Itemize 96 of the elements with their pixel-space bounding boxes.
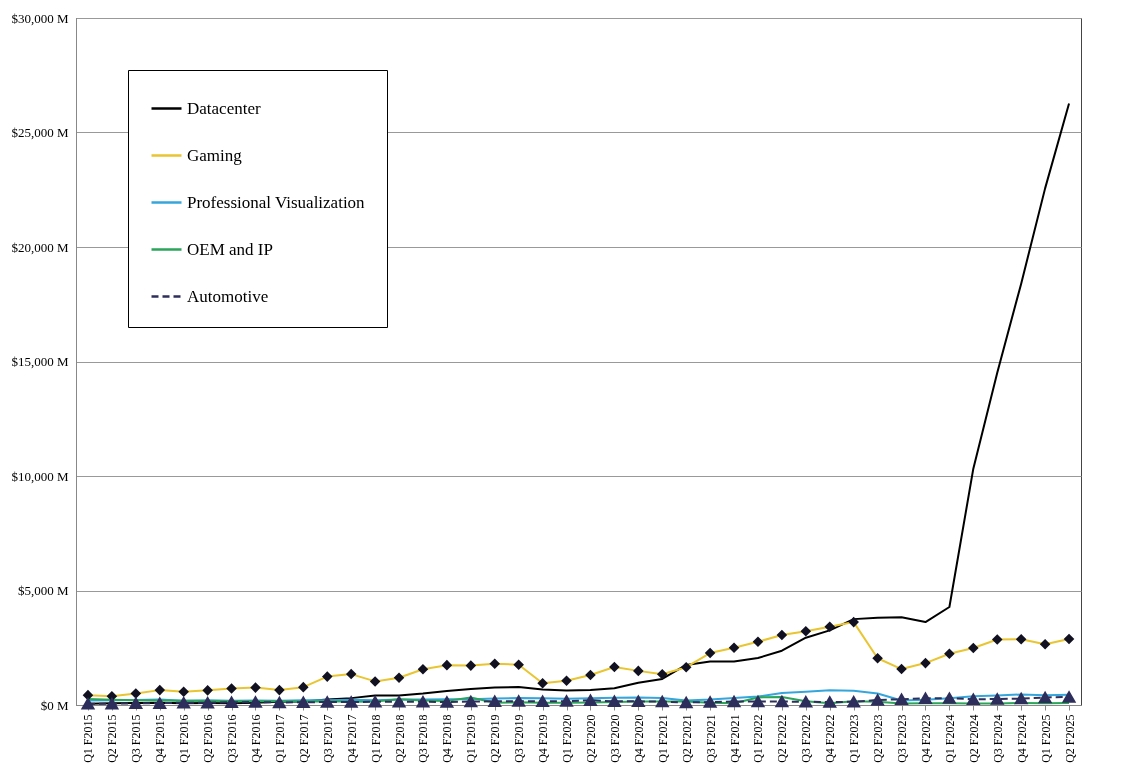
x-tick-label: Q4 F2018 xyxy=(440,714,455,763)
y-tick-label: $0 M xyxy=(40,697,69,713)
point xyxy=(1014,692,1028,705)
point xyxy=(583,694,597,706)
x-tick-label: Q4 F2022 xyxy=(823,714,838,763)
x-tick-label: Q2 F2015 xyxy=(105,714,120,763)
point xyxy=(177,696,191,709)
x-tick-label: Q1 F2015 xyxy=(81,714,96,763)
legend-label: Datacenter xyxy=(187,98,261,118)
x-tick-label: Q4 F2017 xyxy=(344,714,359,763)
point xyxy=(799,696,813,708)
point xyxy=(105,698,119,710)
y-tick-label: $5,000 M xyxy=(17,583,69,598)
point xyxy=(296,696,310,708)
point xyxy=(201,696,215,709)
point xyxy=(440,696,454,708)
point xyxy=(655,695,669,708)
point xyxy=(129,697,143,709)
x-tick-label: Q4 F2021 xyxy=(727,714,742,763)
point xyxy=(225,696,239,708)
x-tick-label: Q1 F2023 xyxy=(847,714,862,763)
x-tick-label: Q2 F2021 xyxy=(679,714,694,763)
point xyxy=(416,696,430,708)
x-tick-label: Q3 F2021 xyxy=(703,714,718,763)
x-tick-label: Q3 F2018 xyxy=(416,714,431,763)
point xyxy=(942,692,956,704)
x-tick-label: Q3 F2016 xyxy=(225,714,240,763)
point xyxy=(344,696,358,708)
x-tick-label: Q1 F2021 xyxy=(655,714,670,763)
point xyxy=(81,698,95,710)
x-tick-label: Q1 F2020 xyxy=(560,714,575,763)
point xyxy=(1062,691,1076,703)
y-tick-label: $20,000 M xyxy=(11,239,69,255)
point xyxy=(1038,691,1052,704)
point xyxy=(368,696,382,708)
x-tick-label: Q1 F2025 xyxy=(1038,714,1053,763)
point xyxy=(320,696,334,708)
point xyxy=(679,696,693,709)
x-tick-label: Q2 F2024 xyxy=(966,714,981,763)
point xyxy=(918,692,932,705)
point xyxy=(775,695,789,708)
x-tick-label: Q2 F2025 xyxy=(1062,714,1077,763)
point xyxy=(392,696,406,708)
point xyxy=(631,695,645,708)
x-tick-label: Q2 F2018 xyxy=(392,714,407,763)
x-tick-label: Q3 F2019 xyxy=(512,714,527,763)
point xyxy=(823,696,837,708)
x-tick-label: Q2 F2022 xyxy=(775,714,790,763)
x-tick-label: Q1 F2022 xyxy=(751,714,766,763)
x-tick-label: Q2 F2016 xyxy=(201,714,216,763)
x-tick-label: Q3 F2022 xyxy=(799,714,814,763)
point xyxy=(512,695,526,707)
point xyxy=(248,696,262,708)
x-tick-label: Q4 F2024 xyxy=(1014,714,1029,763)
point xyxy=(895,693,909,706)
x-tick-label: Q2 F2023 xyxy=(871,714,886,763)
x-tick-label: Q3 F2015 xyxy=(129,714,144,763)
point xyxy=(703,696,717,708)
x-tick-label: Q1 F2017 xyxy=(272,714,287,763)
y-tick-label: $15,000 M xyxy=(11,354,69,369)
point xyxy=(727,695,741,708)
point xyxy=(607,695,621,708)
x-tick-label: Q2 F2017 xyxy=(296,714,311,763)
point xyxy=(536,695,550,708)
point xyxy=(488,695,502,708)
y-tick-label: $25,000 M xyxy=(11,125,69,140)
point xyxy=(153,697,167,709)
x-tick-label: Q4 F2019 xyxy=(536,714,551,763)
x-tick-label: Q2 F2019 xyxy=(488,714,503,763)
x-tick-label: Q4 F2023 xyxy=(918,714,933,763)
x-tick-label: Q1 F2018 xyxy=(368,714,383,763)
x-tick-label: Q3 F2024 xyxy=(990,714,1005,763)
point xyxy=(966,693,980,706)
x-tick-label: Q2 F2020 xyxy=(583,714,598,763)
legend-label: Professional Visualization xyxy=(187,192,366,212)
legend-label: Gaming xyxy=(187,145,243,165)
x-tick-label: Q1 F2024 xyxy=(942,714,957,763)
legend-label: Automotive xyxy=(187,286,269,306)
x-tick-label: Q3 F2017 xyxy=(320,714,335,763)
point xyxy=(560,695,574,707)
point xyxy=(272,696,286,709)
point xyxy=(751,695,765,708)
x-tick-label: Q3 F2023 xyxy=(895,714,910,763)
x-tick-label: Q4 F2016 xyxy=(248,714,263,763)
point xyxy=(871,694,885,706)
legend-label: OEM and IP xyxy=(187,239,273,259)
point xyxy=(464,695,478,708)
y-tick-label: $30,000 M xyxy=(11,10,69,26)
point xyxy=(990,693,1004,705)
x-tick-label: Q1 F2019 xyxy=(464,714,479,763)
x-tick-label: Q3 F2020 xyxy=(607,714,622,763)
x-tick-label: Q4 F2020 xyxy=(631,714,646,763)
x-tick-label: Q4 F2015 xyxy=(153,714,168,763)
y-tick-label: $10,000 M xyxy=(11,468,69,484)
x-tick-label: Q1 F2016 xyxy=(177,714,192,763)
point xyxy=(847,696,861,708)
